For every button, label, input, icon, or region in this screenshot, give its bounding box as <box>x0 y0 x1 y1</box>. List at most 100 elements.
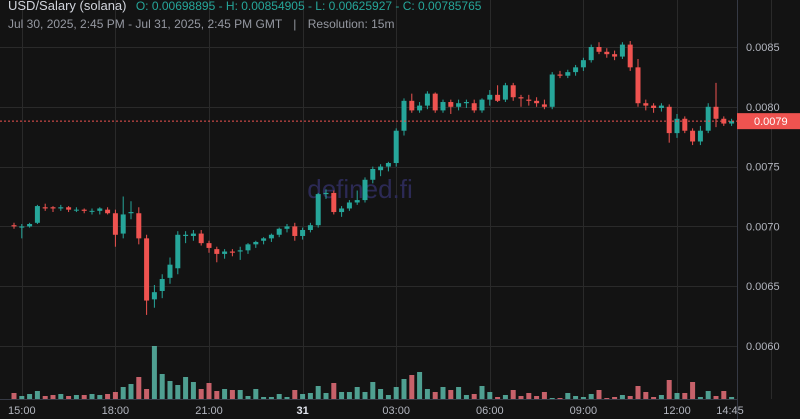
volume-bar <box>284 397 290 399</box>
candle-body <box>666 106 672 134</box>
time-axis[interactable]: 15:00 18:00 21:00 31 03:00 06:00 09:00 12:00 14:… <box>8 405 744 417</box>
volume-bar <box>370 382 376 399</box>
candle-body <box>385 163 391 167</box>
volume-bar <box>721 391 727 399</box>
volume-bar <box>50 395 56 399</box>
volume-bar <box>144 389 150 399</box>
last-price-tag: 0.0079 <box>737 113 800 130</box>
candle-body <box>253 241 259 245</box>
candle-body <box>144 238 150 301</box>
volume-bar <box>612 397 618 399</box>
volume-bar <box>604 398 610 399</box>
volume-bar <box>89 394 95 399</box>
candle-body <box>705 106 711 131</box>
candle-body <box>463 102 469 104</box>
candle-body <box>151 292 157 300</box>
time-tick-label: 21:00 <box>195 405 223 417</box>
volume-bar <box>456 387 462 399</box>
candle-body <box>651 105 657 108</box>
candle-body <box>580 60 586 68</box>
candle-body <box>643 103 649 106</box>
volume-bar <box>565 393 571 399</box>
volume-bar <box>588 394 594 399</box>
time-tick-label: 14:45 <box>716 405 744 417</box>
candle-body <box>393 130 399 164</box>
candle-body <box>34 206 40 223</box>
candle-body <box>526 99 532 101</box>
volume-bar <box>27 394 33 399</box>
candle-body <box>370 168 376 180</box>
volume-bar <box>34 391 40 399</box>
candle-body <box>268 234 274 239</box>
candle-body <box>479 99 485 111</box>
candle-body <box>627 44 633 68</box>
volume-bar <box>658 395 664 399</box>
candle-body <box>682 118 688 131</box>
candle-body <box>440 102 446 111</box>
volume-bar <box>198 389 204 399</box>
candle-body <box>549 74 555 107</box>
volume-bar <box>323 393 329 399</box>
candle-body <box>417 105 423 111</box>
candle-body <box>502 85 508 100</box>
price-axis[interactable]: 0.0085 0.0080 0.0075 0.0070 0.0065 0.0060 <box>746 42 780 353</box>
candle-body <box>565 72 571 76</box>
volume-bar <box>331 383 337 399</box>
candle-body <box>66 207 72 210</box>
volume-bar <box>245 396 251 399</box>
volume-bar <box>534 396 540 399</box>
volume-bar <box>674 393 680 399</box>
volume-bar <box>183 377 189 399</box>
volume-bar <box>339 392 345 399</box>
last-price-label: 0.0079 <box>754 116 788 128</box>
candle-body <box>222 251 228 254</box>
volume-bar <box>417 372 423 399</box>
candle-body <box>136 213 142 239</box>
time-tick-label: 03:00 <box>382 405 410 417</box>
time-tick-label: 18:00 <box>102 405 130 417</box>
volume-bar <box>690 382 696 399</box>
candle-body <box>206 243 212 248</box>
time-tick-label: 06:00 <box>476 405 504 417</box>
candle-body <box>612 54 618 57</box>
volume-bar <box>510 390 516 399</box>
candle-body <box>284 226 290 229</box>
volume-bar <box>682 393 688 399</box>
candle-body <box>261 238 267 241</box>
volume-bar <box>136 377 142 399</box>
candle-body <box>50 207 56 209</box>
volume-bar <box>705 391 711 399</box>
volume-bar <box>409 375 415 399</box>
volume-bar <box>448 390 454 399</box>
volume-bar <box>697 397 703 399</box>
candle-body <box>27 224 33 227</box>
volume-bar <box>151 346 157 399</box>
time-tick-label: 31 <box>296 405 308 417</box>
candle-body <box>573 67 579 73</box>
candle-body <box>596 47 602 52</box>
candle-body <box>11 225 17 227</box>
candle-body <box>557 74 563 76</box>
volume-bar <box>167 381 173 399</box>
candle-body <box>448 102 454 107</box>
chart-header: USD/Salary (solana) O: 0.00698895 - H: 0… <box>8 0 481 13</box>
candle-body <box>487 94 493 100</box>
volume-bar <box>424 389 430 399</box>
candle-body <box>120 214 126 234</box>
volume-bar <box>229 390 235 399</box>
volume-bar <box>596 390 602 399</box>
candle-body <box>190 233 196 236</box>
candle-body <box>89 210 95 212</box>
candle-body <box>378 166 384 171</box>
chart-subheader: Jul 30, 2025, 2:45 PM - Jul 31, 2025, 2:… <box>8 17 394 31</box>
candle-body <box>697 130 703 142</box>
volume-bar <box>502 395 508 399</box>
candles <box>11 41 735 315</box>
candle-body <box>495 94 501 101</box>
candle-body <box>42 207 48 209</box>
candle-body <box>713 106 719 119</box>
candle-body <box>471 103 477 111</box>
volume-bar <box>58 394 64 399</box>
volume-bar <box>300 394 306 399</box>
